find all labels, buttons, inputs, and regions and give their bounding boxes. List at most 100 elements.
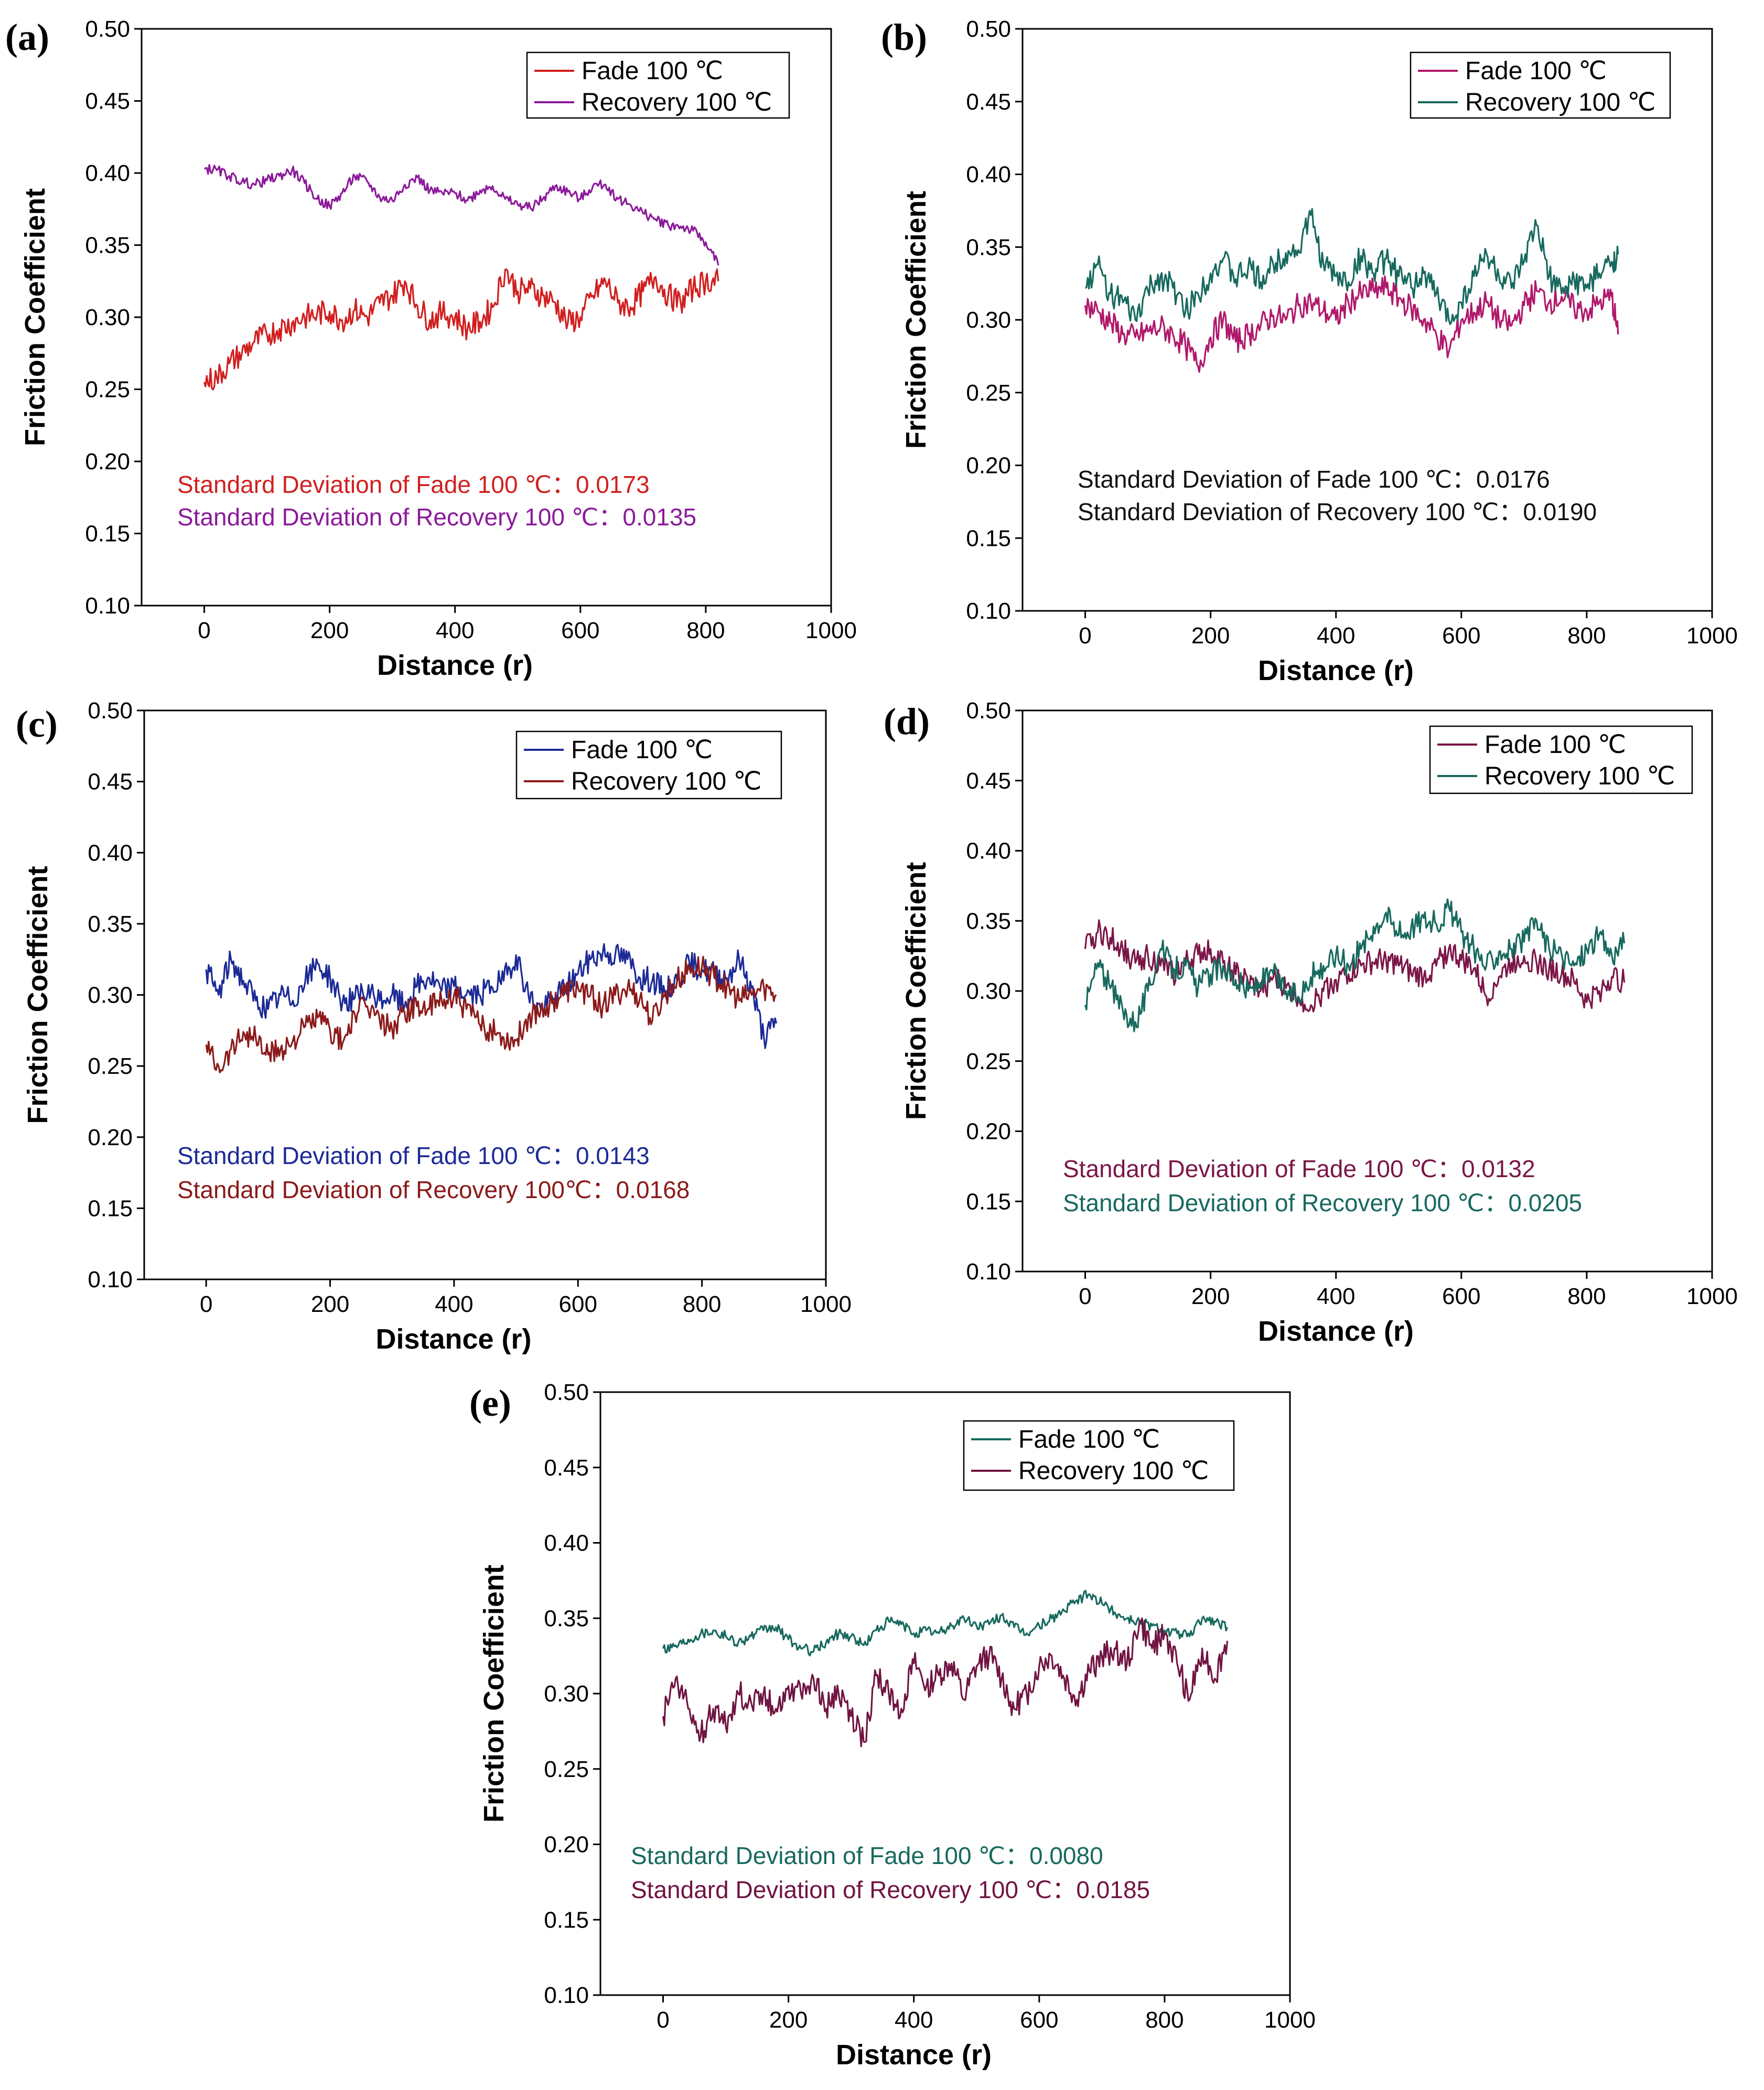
y-tick-label: 0.30 [966, 978, 1011, 1004]
std-annotation: Standard Deviation of Fade 100 ℃：0.0143 [177, 1142, 650, 1169]
series-line [662, 1590, 1228, 1657]
x-axis-title: Distance (r) [377, 650, 533, 681]
y-tick-label: 0.15 [966, 1189, 1011, 1214]
y-tick-label: 0.40 [966, 838, 1011, 864]
x-tick-label: 600 [1020, 2007, 1058, 2033]
y-tick-label: 0.40 [966, 162, 1011, 188]
y-tick-label: 0.20 [88, 1125, 133, 1150]
y-axis-title: Friction Coefficient [900, 862, 932, 1120]
panel-label: (e) [469, 1382, 511, 1424]
y-tick-label: 0.35 [85, 233, 130, 258]
y-tick-label: 0.15 [88, 1195, 133, 1221]
x-axis-title: Distance (r) [1258, 1316, 1414, 1347]
x-tick-label: 800 [1567, 623, 1606, 649]
y-tick-label: 0.35 [966, 234, 1011, 260]
legend-label: Recovery 100 ℃ [1018, 1457, 1209, 1485]
y-tick-label: 0.40 [85, 160, 130, 186]
x-tick-label: 1000 [1686, 623, 1738, 649]
x-tick-label: 0 [200, 1291, 212, 1317]
x-tick-label: 600 [1442, 1284, 1480, 1309]
y-tick-label: 0.30 [88, 983, 133, 1008]
x-tick-label: 400 [895, 2007, 933, 2033]
y-tick-label: 0.50 [85, 16, 130, 42]
x-tick-label: 400 [1317, 1284, 1355, 1309]
y-tick-label: 0.45 [966, 768, 1011, 794]
x-tick-label: 200 [311, 1291, 349, 1317]
x-tick-label: 200 [769, 2007, 808, 2033]
x-tick-label: 800 [1145, 2007, 1184, 2033]
x-tick-label: 600 [561, 618, 599, 643]
x-tick-label: 800 [1567, 1284, 1606, 1309]
y-tick-label: 0.50 [544, 1380, 589, 1405]
series-line [1085, 208, 1619, 325]
std-annotation: Standard Deviation of Recovery 100 ℃：0.0… [631, 1876, 1150, 1903]
y-tick-label: 0.10 [88, 1267, 133, 1292]
x-tick-label: 200 [1191, 623, 1230, 649]
chart-panel: (b) 0.10 0.15 0.20 0.25 0.30 0.35 0.40 0.45 0.50 0… [881, 16, 1738, 686]
x-axis-title: Distance (r) [375, 1323, 531, 1355]
y-tick-label: 0.35 [544, 1606, 589, 1631]
x-axis-title: Distance (r) [836, 2039, 992, 2071]
y-tick-label: 0.25 [966, 380, 1011, 406]
x-tick-label: 400 [436, 618, 474, 643]
std-annotation: Standard Deviation of Recovery 100℃：0.01… [177, 1176, 690, 1203]
y-tick-label: 0.10 [544, 1983, 589, 2008]
series-line [203, 268, 719, 391]
y-axis-title: Friction Coefficient [19, 188, 51, 446]
y-tick-label: 0.45 [966, 89, 1011, 115]
x-tick-label: 1000 [805, 618, 857, 643]
series-line [1084, 919, 1626, 1012]
std-annotation: Standard Deviation of Recovery 100 ℃：0.0… [1078, 498, 1597, 525]
legend-label: Fade 100 ℃ [582, 57, 723, 85]
x-tick-label: 200 [310, 618, 349, 643]
y-tick-label: 0.35 [88, 911, 133, 937]
series-line [662, 1618, 1229, 1748]
std-annotation: Standard Deviation of Recovery 100 ℃：0.0… [1063, 1189, 1582, 1216]
y-tick-label: 0.50 [88, 698, 133, 724]
y-tick-label: 0.20 [544, 1832, 589, 1858]
y-tick-label: 0.20 [85, 449, 130, 475]
chart-panel: (c) 0.10 0.15 0.20 0.25 0.30 0.35 0.40 0.45 0.50 0… [16, 698, 852, 1355]
x-tick-label: 200 [1191, 1284, 1230, 1309]
panel-label: (a) [5, 16, 49, 58]
y-tick-label: 0.15 [544, 1907, 589, 1933]
y-axis-title: Friction Coefficient [478, 1565, 510, 1823]
y-tick-label: 0.50 [966, 698, 1011, 724]
y-tick-label: 0.10 [966, 598, 1011, 624]
std-annotation: Standard Deviation of Fade 100 ℃：0.0080 [631, 1842, 1103, 1869]
y-tick-label: 0.20 [966, 453, 1011, 479]
series-line [1084, 898, 1626, 1032]
panel-label: (b) [881, 16, 927, 58]
x-tick-label: 0 [1079, 1284, 1091, 1309]
y-tick-label: 0.20 [966, 1119, 1011, 1145]
x-tick-label: 800 [686, 618, 725, 643]
x-tick-label: 0 [198, 618, 210, 643]
legend-box [1410, 51, 1671, 119]
chart-panel: (d) 0.10 0.15 0.20 0.25 0.30 0.35 0.40 0.45 0.50 0… [884, 698, 1738, 1347]
y-tick-label: 0.30 [85, 305, 130, 330]
std-annotation: Standard Deviation of Fade 100 ℃：0.0173 [177, 471, 650, 498]
legend-label: Fade 100 ℃ [1485, 731, 1626, 759]
legend-label: Fade 100 ℃ [1465, 57, 1607, 85]
legend-label: Recovery 100 ℃ [582, 89, 772, 116]
x-tick-label: 0 [657, 2007, 669, 2033]
y-tick-label: 0.45 [88, 769, 133, 795]
y-tick-label: 0.10 [85, 593, 130, 619]
std-annotation: Standard Deviation of Fade 100 ℃：0.0176 [1078, 466, 1550, 493]
x-tick-label: 600 [559, 1291, 597, 1317]
legend-label: Recovery 100 ℃ [1465, 89, 1655, 116]
legend-box [515, 730, 782, 800]
y-tick-label: 0.25 [966, 1049, 1011, 1074]
y-tick-label: 0.50 [966, 16, 1011, 42]
x-tick-label: 400 [435, 1291, 473, 1317]
x-tick-label: 800 [683, 1291, 721, 1317]
y-tick-label: 0.25 [88, 1053, 133, 1079]
x-tick-label: 400 [1317, 623, 1355, 649]
series-line [1084, 275, 1619, 373]
y-tick-label: 0.25 [544, 1757, 589, 1782]
x-tick-label: 0 [1079, 623, 1091, 649]
x-tick-label: 1000 [1686, 1284, 1738, 1309]
y-tick-label: 0.45 [85, 89, 130, 114]
y-axis-title: Friction Coefficient [22, 866, 53, 1124]
